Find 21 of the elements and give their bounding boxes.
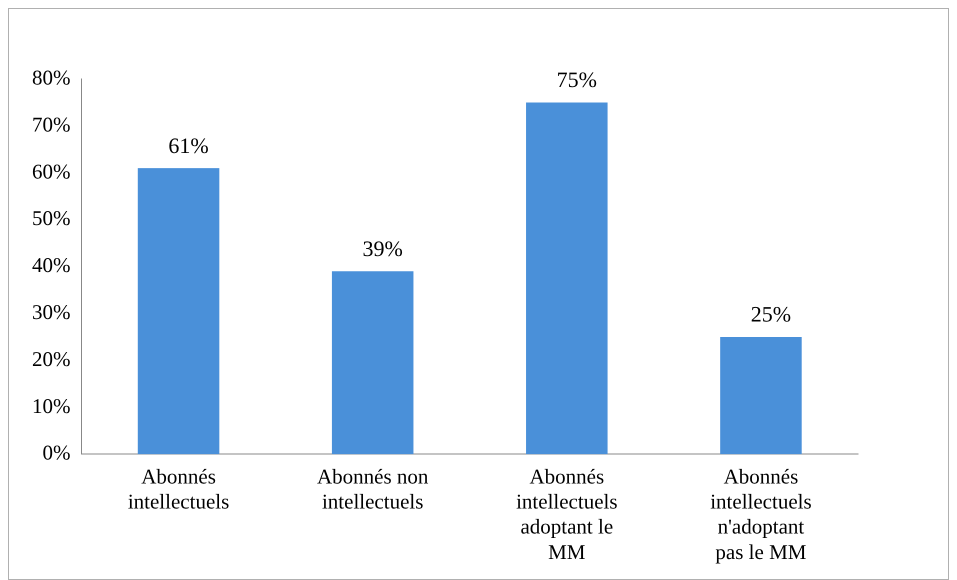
data-label: 75% bbox=[556, 67, 597, 92]
x-tick-label: Abonnés intellectuels adoptant le MM bbox=[516, 464, 618, 564]
bar bbox=[332, 271, 414, 454]
x-tick-label: Abonnés non intellectuels bbox=[316, 464, 429, 514]
y-tick-label: 70% bbox=[32, 112, 70, 136]
bar bbox=[720, 336, 802, 454]
y-tick-label: 80% bbox=[32, 66, 70, 90]
y-tick-label: 0% bbox=[42, 440, 70, 465]
data-label: 61% bbox=[168, 132, 209, 158]
y-tick-label: 30% bbox=[32, 300, 70, 324]
bar bbox=[138, 168, 220, 454]
x-tick-label: Abonnés intellectuels n'adoptant pas le MM bbox=[710, 464, 812, 564]
x-tick-label: Abonnés intellectuels bbox=[128, 464, 230, 514]
y-tick-label: 60% bbox=[32, 159, 70, 184]
y-tick-label: 50% bbox=[32, 206, 70, 230]
y-tick-label: 20% bbox=[32, 346, 70, 371]
bar bbox=[526, 102, 608, 454]
y-tick-label: 10% bbox=[32, 394, 70, 418]
data-label: 39% bbox=[362, 236, 403, 262]
y-tick-label: 40% bbox=[32, 253, 70, 278]
data-label: 25% bbox=[750, 302, 792, 327]
